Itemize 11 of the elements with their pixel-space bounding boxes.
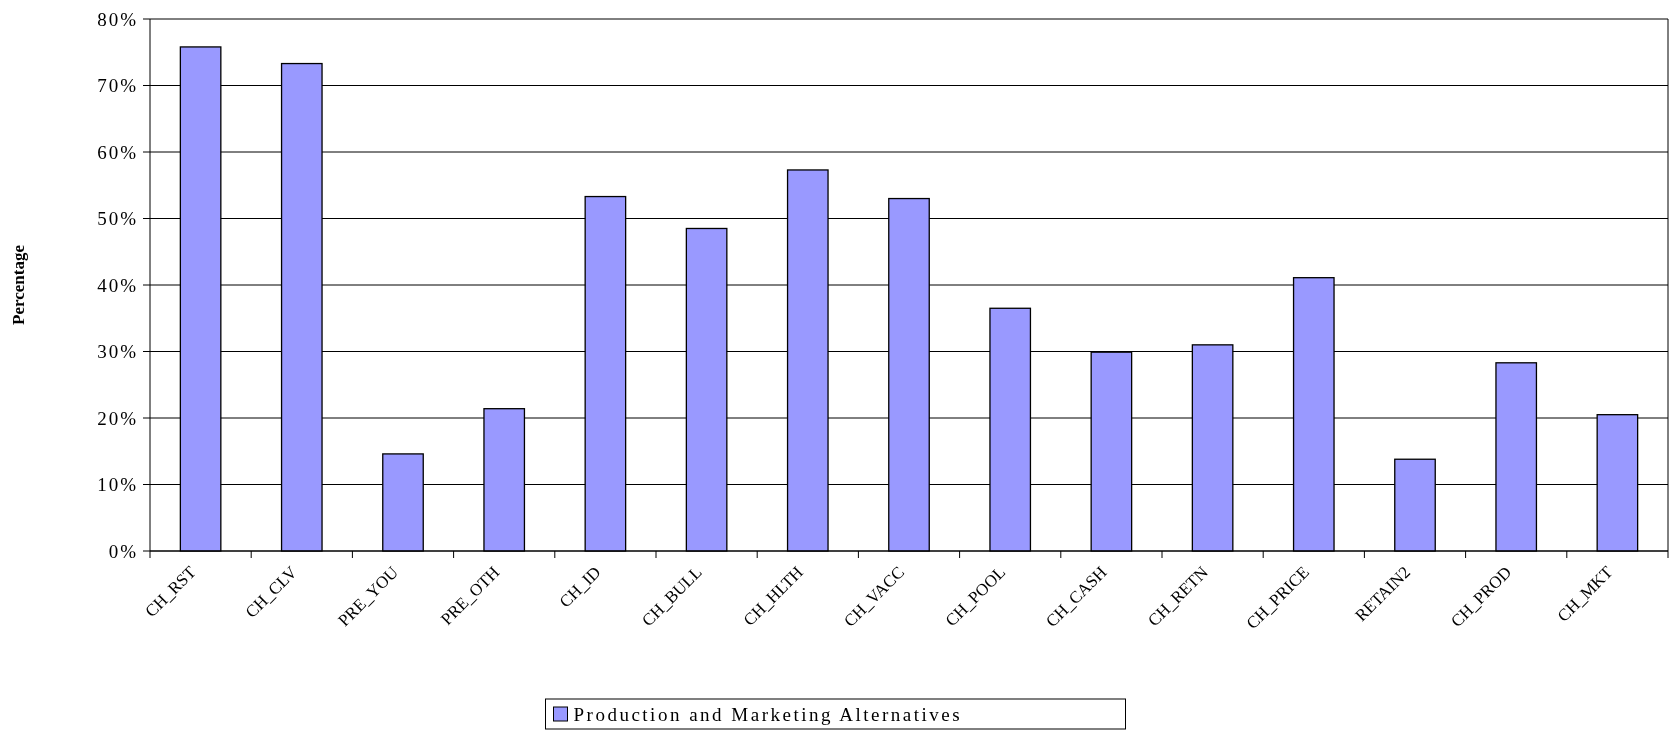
y-tick-label: 20% [97, 407, 138, 429]
y-tick-label: 60% [97, 141, 138, 163]
legend-label: Production and Marketing Alternatives [573, 703, 963, 725]
y-tick-label: 0% [108, 540, 138, 562]
y-tick-label: 40% [97, 274, 138, 296]
y-tick-label: 80% [97, 8, 138, 30]
y-axis-title: Percentage [9, 244, 28, 325]
y-tick-label: 70% [97, 75, 138, 97]
y-tick-label: 10% [97, 474, 138, 496]
y-tick-label: 50% [97, 208, 138, 230]
y-tick-label: 30% [97, 341, 138, 363]
